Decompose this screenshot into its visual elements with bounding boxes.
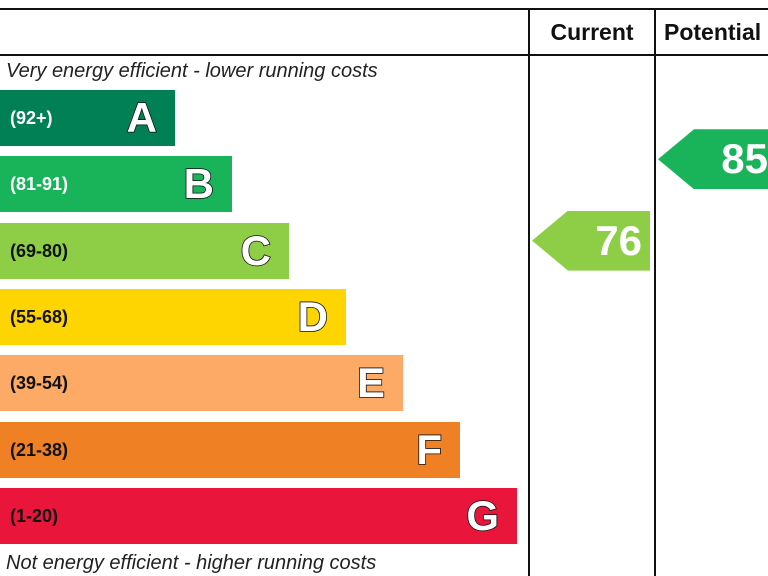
band-f: (21-38) F [0,421,460,478]
band-range-label: (1-20) [10,505,59,526]
band-range-label: (81-91) [10,174,69,195]
band-letter: C [240,226,272,275]
band-e: (39-54) E [0,355,403,412]
band-letter: F [416,425,443,474]
potential-column-left-border [654,8,656,576]
band-letter: A [126,93,158,142]
band-d: (55-68) D [0,288,346,345]
band-c: (69-80) C [0,222,289,279]
band-letter: E [356,358,386,407]
current-column-left-border [528,8,530,576]
header-divider [0,54,768,56]
bottom-caption: Not energy efficient - higher running co… [6,552,377,574]
potential-rating-arrow: 85 [658,129,768,190]
band-letter: D [297,292,329,341]
band-range-label: (92+) [10,108,53,128]
band-range-label: (69-80) [10,240,69,261]
top-caption: Very energy efficient - lower running co… [6,60,378,82]
current-rating-arrow: 76 [532,210,650,271]
band-range-label: (21-38) [10,439,69,460]
current-rating-value: 76 [595,216,642,264]
band-g: (1-20) G [0,487,517,544]
potential-rating-value: 85 [721,135,768,183]
potential-column-header: Potential [664,19,762,45]
current-column-header: Current [550,19,634,45]
band-a: (92+) A [0,90,175,146]
band-range-label: (55-68) [10,306,69,327]
band-letter: G [466,491,500,540]
top-border [0,8,768,10]
band-letter: B [183,159,215,208]
band-b: (81-91) B [0,156,232,213]
band-range-label: (39-54) [10,373,69,394]
